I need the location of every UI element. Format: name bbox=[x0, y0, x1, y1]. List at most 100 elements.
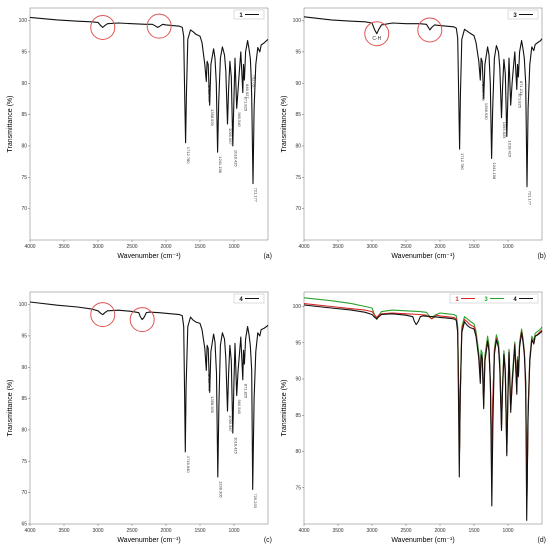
plot-area bbox=[29, 7, 269, 241]
y-tick-label: 85 bbox=[21, 396, 27, 402]
y-tick-label: 85 bbox=[295, 112, 301, 118]
x-tick-label: 4000 bbox=[24, 528, 35, 534]
peak-label: 752.057 bbox=[251, 75, 256, 90]
peak-label: 1358.930 bbox=[210, 109, 215, 126]
y-tick-label: 70 bbox=[21, 206, 27, 212]
x-tick-label: 1500 bbox=[194, 528, 205, 534]
peak-label: 1716.640 bbox=[186, 456, 191, 473]
annotation-text: C-H bbox=[372, 36, 381, 42]
legend-label: 1 bbox=[455, 297, 459, 303]
plot-area bbox=[303, 7, 543, 241]
peak-label: 1018.415 bbox=[233, 150, 238, 167]
y-tick-label: 95 bbox=[295, 49, 301, 55]
y-tick-label: 70 bbox=[295, 206, 301, 212]
x-tick-label: 2000 bbox=[434, 528, 445, 534]
peak-label: 1408.050 bbox=[481, 84, 486, 101]
panel-label: (b) bbox=[537, 253, 546, 260]
y-tick-label: 80 bbox=[295, 144, 301, 150]
series-line-1 bbox=[29, 16, 269, 185]
panel-label: (d) bbox=[537, 537, 546, 544]
x-tick-label: 3500 bbox=[58, 528, 69, 534]
x-axis-label: Wavenumber (cm⁻¹) bbox=[117, 537, 180, 544]
x-tick-label: 1500 bbox=[468, 528, 479, 534]
highlight-circle bbox=[129, 307, 155, 333]
y-tick-label: 75 bbox=[21, 459, 27, 465]
highlight-circle bbox=[146, 13, 172, 39]
y-tick-label: 90 bbox=[21, 81, 27, 87]
panel-d: 75 80 85 90 95 100 4000 3500 3000 2500 2000 1500 100… bbox=[278, 286, 548, 556]
y-tick-label: 80 bbox=[21, 428, 27, 434]
peak-label: 1712.780 bbox=[460, 153, 465, 170]
series-line-4 bbox=[303, 304, 543, 521]
legend-label: 3 bbox=[513, 13, 517, 19]
peak-label: 1241.158 bbox=[492, 162, 497, 179]
x-tick-label: 3000 bbox=[366, 528, 377, 534]
panel-c: 65 70 75 80 85 90 95 100 4000 3500 3000 2500 2000 150… bbox=[4, 286, 274, 556]
legend-label: 4 bbox=[513, 297, 517, 303]
x-tick-label: 2500 bbox=[400, 244, 411, 250]
legend-label: 3 bbox=[484, 297, 488, 303]
y-tick-label: 90 bbox=[21, 365, 27, 371]
panel-a: 70 75 80 85 90 95 100 4000 3500 3000 2500 2000 1500 1… bbox=[4, 2, 274, 272]
peak-label: 1358.930 bbox=[210, 396, 215, 413]
legend-label: 4 bbox=[239, 297, 243, 303]
chart-b: 70 75 80 85 90 95 100 4000 3500 3000 2500 2000 1500 1… bbox=[281, 7, 546, 260]
x-tick-label: 2000 bbox=[160, 244, 171, 250]
x-tick-label: 2500 bbox=[126, 528, 137, 534]
x-axis-label: Wavenumber (cm⁻¹) bbox=[391, 537, 454, 544]
y-tick-label: 90 bbox=[295, 81, 301, 87]
x-tick-label: 1500 bbox=[194, 244, 205, 250]
x-tick-label: 3000 bbox=[92, 528, 103, 534]
x-tick-label: 3000 bbox=[92, 244, 103, 250]
peak-label: 871.825 bbox=[243, 97, 248, 112]
panel-label: (a) bbox=[263, 253, 272, 260]
x-tick-label: 3500 bbox=[332, 528, 343, 534]
peak-label: 721.177 bbox=[527, 191, 532, 206]
x-tick-label: 1000 bbox=[502, 528, 513, 534]
x-tick-label: 2000 bbox=[434, 244, 445, 250]
peak-label: 721.177 bbox=[253, 188, 258, 203]
y-tick-label: 70 bbox=[21, 490, 27, 496]
peak-label: 871.213 bbox=[519, 81, 524, 96]
peak-label: 960.540 bbox=[237, 399, 242, 414]
peak-label: 846.927 bbox=[245, 84, 250, 99]
x-tick-label: 1000 bbox=[228, 244, 239, 250]
peak-label: 1238.305 bbox=[218, 481, 223, 498]
y-tick-label: 85 bbox=[295, 413, 301, 419]
x-axis-label: Wavenumber (cm⁻¹) bbox=[117, 253, 180, 260]
y-tick-label: 80 bbox=[295, 449, 301, 455]
panel-b: 70 75 80 85 90 95 100 4000 3500 3000 2500 2000 1500 1… bbox=[278, 2, 548, 272]
highlight-circle bbox=[364, 21, 390, 47]
y-tick-label: 95 bbox=[21, 333, 27, 339]
x-tick-label: 1000 bbox=[228, 528, 239, 534]
x-axis-label: Wavenumber (cm⁻¹) bbox=[391, 253, 454, 260]
y-tick-label: 75 bbox=[295, 175, 301, 181]
y-tick-label: 80 bbox=[21, 144, 27, 150]
peak-label: 1241.158 bbox=[218, 156, 223, 173]
highlight-circle bbox=[417, 17, 443, 43]
y-axis-label: Transmittance (%) bbox=[7, 96, 14, 153]
x-tick-label: 4000 bbox=[298, 528, 309, 534]
x-tick-label: 3500 bbox=[58, 244, 69, 250]
x-tick-label: 4000 bbox=[298, 244, 309, 250]
series-line-3 bbox=[303, 297, 543, 500]
y-tick-label: 90 bbox=[295, 377, 301, 383]
y-tick-label: 100 bbox=[19, 302, 28, 308]
y-axis-label: Transmittance (%) bbox=[7, 380, 14, 437]
legend-label: 1 bbox=[239, 13, 243, 19]
peak-label: 1018.415 bbox=[507, 141, 512, 158]
chart-c: 65 70 75 80 85 90 95 100 4000 3500 3000 2500 2000 150… bbox=[7, 291, 272, 544]
x-tick-label: 4000 bbox=[24, 244, 35, 250]
x-tick-label: 2500 bbox=[400, 528, 411, 534]
peak-label: 960.540 bbox=[237, 112, 242, 127]
highlight-circle bbox=[90, 302, 116, 328]
y-axis-label: Transmittance (%) bbox=[281, 96, 288, 153]
x-tick-label: 1500 bbox=[468, 244, 479, 250]
x-tick-label: 3500 bbox=[332, 244, 343, 250]
y-tick-label: 85 bbox=[21, 112, 27, 118]
y-tick-label: 100 bbox=[293, 18, 302, 24]
series-line-4 bbox=[29, 301, 269, 491]
peak-label: 871.825 bbox=[517, 94, 522, 109]
peak-label: 871.825 bbox=[243, 384, 248, 399]
x-tick-label: 1000 bbox=[502, 244, 513, 250]
